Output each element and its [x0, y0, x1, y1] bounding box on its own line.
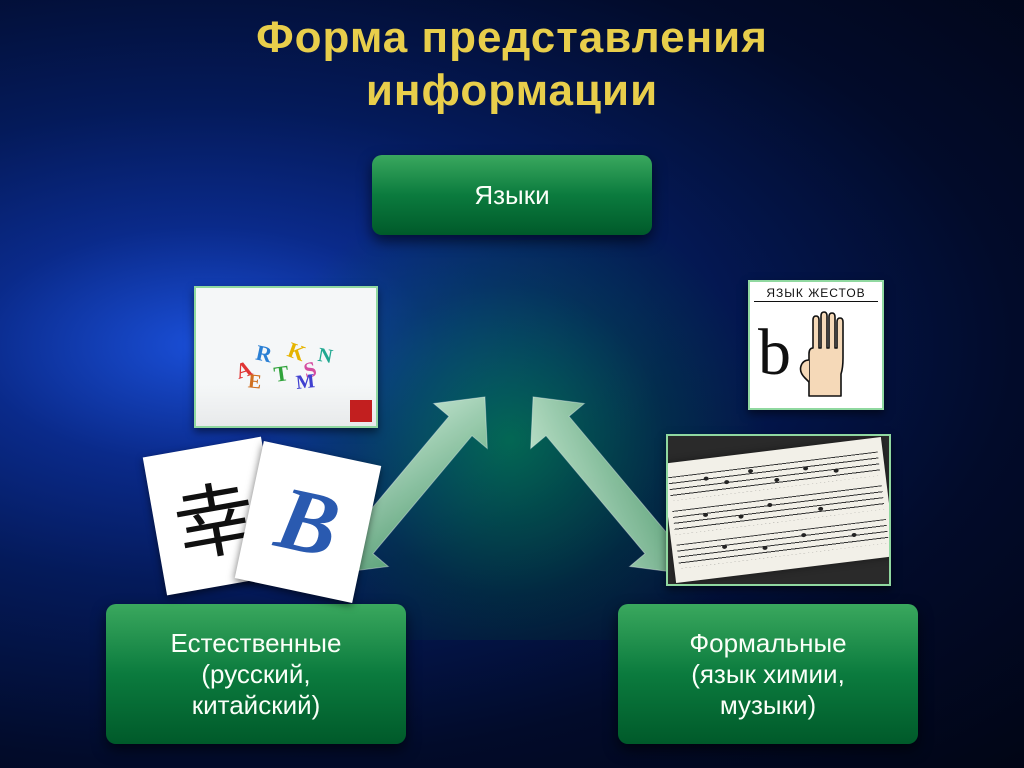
- image-plastic-letters: A R T K S N E M: [194, 286, 378, 428]
- music-sheet-icon: [666, 437, 891, 583]
- sign-letter-b: b: [758, 315, 791, 391]
- slide-title: Форма представления информации: [0, 0, 1024, 118]
- node-formal-line3: музыки): [689, 690, 846, 721]
- hand-icon: [791, 308, 853, 398]
- node-languages-label: Языки: [474, 180, 549, 211]
- node-formal-languages: Формальные (язык химии, музыки): [618, 604, 918, 744]
- image-sign-language: ЯЗЫК ЖЕСТОВ b: [748, 280, 884, 410]
- node-natural-line2: (русский,: [171, 659, 342, 690]
- node-formal-line2: (язык химии,: [689, 659, 846, 690]
- node-natural-line3: китайский): [171, 690, 342, 721]
- image-language-cards: 幸 B: [148, 442, 378, 602]
- title-line-2: информации: [0, 65, 1024, 118]
- red-tag-icon: [350, 400, 372, 422]
- sign-language-header: ЯЗЫК ЖЕСТОВ: [754, 286, 878, 302]
- node-formal-line1: Формальные: [689, 628, 846, 659]
- image-sheet-music: [666, 434, 891, 586]
- node-natural-line1: Естественные: [171, 628, 342, 659]
- letters-pile-icon: A R T K S N E M: [226, 327, 346, 392]
- node-languages: Языки: [372, 155, 652, 235]
- title-line-1: Форма представления: [0, 12, 1024, 65]
- node-natural-languages: Естественные (русский, китайский): [106, 604, 406, 744]
